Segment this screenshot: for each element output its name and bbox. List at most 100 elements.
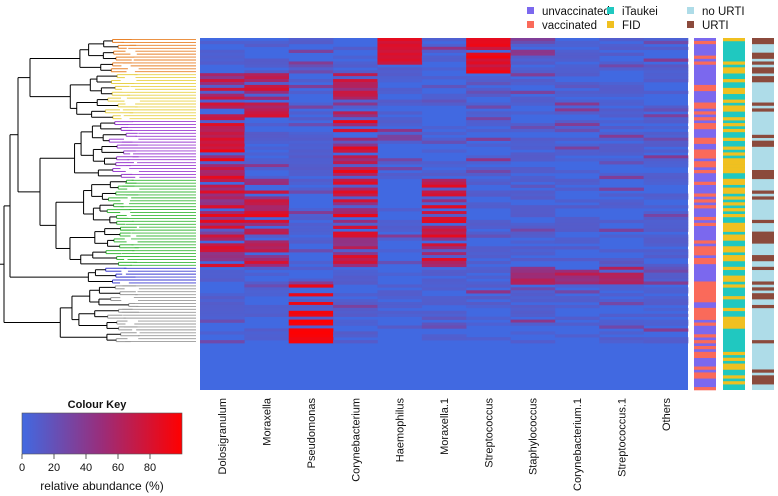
column-label: Pseudomonas [306,398,318,469]
heatmap-cell [200,252,245,256]
heatmap-cell [554,258,600,262]
heatmap-cell [466,225,511,229]
heatmap-cell [244,310,290,315]
heatmap-cell [554,43,600,48]
heatmap-cell [333,172,378,177]
heatmap-cell [643,90,689,95]
annotation-cell [723,108,745,112]
annotation-cell [694,105,716,109]
heatmap-cell [244,82,290,86]
heatmap-cell [421,93,467,97]
heatmap-cell [643,205,689,209]
heatmap-cell [244,307,290,312]
heatmap-cell [466,155,511,159]
heatmap-cell [643,252,689,256]
heatmap-cell [510,73,556,77]
heatmap-cell [333,187,378,191]
heatmap-cell [333,102,378,106]
heatmap-cell [599,111,644,115]
annotation-cell [723,237,745,241]
heatmap-cell [333,219,378,224]
annotation-cell [694,140,716,144]
heatmap-cell [643,322,689,326]
heatmap-cell [643,337,689,341]
column-label: Streptococcus.1 [616,398,628,477]
heatmap-cell [244,140,290,144]
heatmap-cell [377,134,423,139]
heatmap-cell [333,87,378,92]
heatmap-cell [200,128,245,133]
heatmap-cell [421,46,467,51]
heatmap-cell [599,281,644,285]
heatmap-grid [200,38,689,390]
annotation-cell [694,117,716,121]
heatmap-cell [200,140,245,144]
heatmap-cell [377,38,423,42]
heatmap-cell [421,187,467,191]
heatmap-cell [599,143,644,147]
annotation-cell [723,178,745,183]
heatmap-cell [643,249,689,253]
heatmap-cell [333,193,378,197]
heatmap-cell [377,131,423,136]
heatmap-cell [510,331,556,335]
legend-swatch [527,21,534,28]
heatmap-cell [377,67,423,71]
heatmap-cell [377,52,423,56]
heatmap-cell [554,299,600,303]
heatmap-cell [421,249,467,253]
heatmap-cell [643,181,689,185]
heatmap-cell [510,146,556,150]
heatmap-cell [288,161,334,165]
heatmap-cell [288,293,334,297]
heatmap-cell [466,181,511,185]
annotation-cell [723,105,745,109]
heatmap-cell [244,222,290,227]
heatmap-cell [288,67,334,71]
heatmap-cell [510,99,556,103]
heatmap-cell [200,90,245,95]
heatmap-cell [466,255,511,259]
heatmap-cell [200,143,245,147]
heatmap-cell [599,152,644,156]
heatmap-cell [554,128,600,133]
heatmap-cell [288,231,334,235]
row-dendrogram [0,38,196,343]
heatmap-cell [421,161,467,165]
heatmap-cell [510,52,556,56]
heatmap-cell [333,307,378,312]
heatmap-cell [510,287,556,291]
heatmap-cell [244,102,290,106]
annotation-cell [723,128,745,133]
heatmap-cell [510,61,556,65]
heatmap-cell [333,190,378,194]
heatmap-cell [244,123,290,127]
heatmap-cell [421,269,467,273]
heatmap-cell [244,131,290,136]
heatmap-cell [288,237,334,241]
heatmap-cell [288,187,334,191]
heatmap-cell [510,275,556,279]
heatmap-cell [200,205,245,209]
heatmap-cell [421,216,467,221]
heatmap-cell [599,249,644,253]
annotation-cell [752,304,774,309]
heatmap-cell [288,299,334,303]
heatmap-cell [377,293,423,297]
heatmap-cell [421,126,467,130]
heatmap-cell [333,123,378,127]
legend-label: vaccinated [542,20,597,32]
heatmap-cell [421,284,467,288]
heatmap-cell [554,269,600,273]
heatmap-cell [377,120,423,124]
heatmap-cell [643,126,689,130]
heatmap-cell [333,196,378,200]
heatmap-cell [599,287,644,291]
heatmap-cell [244,114,290,118]
heatmap-cell [333,214,378,218]
annotation-cell [723,137,745,141]
heatmap-cell [288,90,334,95]
annotation-cell [723,181,745,185]
heatmap-cell [510,43,556,48]
heatmap-cell [377,260,423,265]
